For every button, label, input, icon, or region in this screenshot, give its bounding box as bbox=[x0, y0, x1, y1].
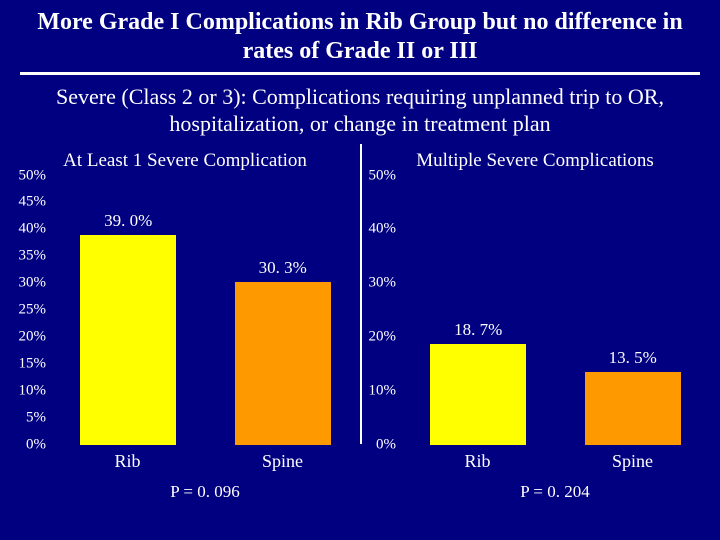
left-xtick: Spine bbox=[221, 445, 345, 472]
right-bar-group: 13. 5% bbox=[571, 348, 695, 445]
left-ytick: 15% bbox=[19, 355, 47, 372]
right-panel-title: Multiple Severe Complications bbox=[360, 144, 710, 176]
left-bars: 39. 0% 30. 3% bbox=[51, 176, 360, 445]
left-bar-group: 30. 3% bbox=[221, 258, 345, 445]
left-pvalue: P = 0. 096 bbox=[10, 472, 360, 502]
left-panel: At Least 1 Severe Complication 50% 45% 40%… bbox=[10, 144, 360, 502]
left-bar-group: 39. 0% bbox=[66, 211, 190, 445]
left-ytick: 35% bbox=[19, 248, 47, 265]
right-ytick: 0% bbox=[376, 436, 396, 453]
left-xaxis: Rib Spine bbox=[10, 445, 360, 472]
right-ytick: 10% bbox=[369, 382, 397, 399]
left-panel-title: At Least 1 Severe Complication bbox=[10, 144, 360, 176]
left-bar-value-label: 39. 0% bbox=[104, 211, 152, 231]
left-ytick: 25% bbox=[19, 302, 47, 319]
right-pvalue: P = 0. 204 bbox=[360, 472, 710, 502]
left-plotarea: 39. 0% 30. 3% bbox=[50, 176, 360, 445]
left-ytick: 10% bbox=[19, 382, 47, 399]
right-bar bbox=[585, 372, 681, 445]
right-bar bbox=[430, 344, 526, 445]
left-yaxis: 50%45%40%35%30%25%20%15%10%5%0% bbox=[10, 176, 50, 445]
right-panel: Multiple Severe Complications 50% 40% 30% 2… bbox=[360, 144, 710, 502]
left-ytick: 5% bbox=[26, 409, 46, 426]
left-ytick: 40% bbox=[19, 221, 47, 238]
left-xtick: Rib bbox=[66, 445, 190, 472]
charts-row: At Least 1 Severe Complication 50% 45% 40%… bbox=[10, 144, 710, 502]
left-ytick: 20% bbox=[19, 328, 47, 345]
left-bar bbox=[235, 282, 331, 445]
left-plot: 50%45%40%35%30%25%20%15%10%5%0% 39. 0%30… bbox=[10, 176, 360, 445]
left-ytick: 45% bbox=[19, 194, 47, 211]
right-plot: 50%40%30%20%10%0% 18. 7%13. 5% bbox=[360, 176, 710, 445]
title-rule bbox=[20, 72, 700, 75]
right-ytick: 50% bbox=[369, 167, 397, 184]
right-ytick: 20% bbox=[369, 328, 397, 345]
right-bar-value-label: 13. 5% bbox=[609, 348, 657, 368]
slide-title: More Grade I Complications in Rib Group … bbox=[10, 8, 710, 72]
slide-subtitle: Severe (Class 2 or 3): Complications req… bbox=[10, 83, 710, 144]
right-bar-group: 18. 7% bbox=[416, 320, 540, 445]
right-xtick: Spine bbox=[571, 445, 695, 472]
right-plotarea: 18. 7% 13. 5% bbox=[400, 176, 710, 445]
right-bars: 18. 7% 13. 5% bbox=[401, 176, 710, 445]
left-bar bbox=[80, 235, 176, 445]
left-ytick: 30% bbox=[19, 275, 47, 292]
right-xaxis: Rib Spine bbox=[360, 445, 710, 472]
right-yaxis: 50%40%30%20%10%0% bbox=[360, 176, 400, 445]
right-ytick: 40% bbox=[369, 221, 397, 238]
right-xtick: Rib bbox=[416, 445, 540, 472]
right-bar-value-label: 18. 7% bbox=[454, 320, 502, 340]
right-ytick: 30% bbox=[369, 275, 397, 292]
left-ytick: 50% bbox=[19, 167, 47, 184]
left-ytick: 0% bbox=[26, 436, 46, 453]
slide: More Grade I Complications in Rib Group … bbox=[0, 0, 720, 540]
left-bar-value-label: 30. 3% bbox=[259, 258, 307, 278]
